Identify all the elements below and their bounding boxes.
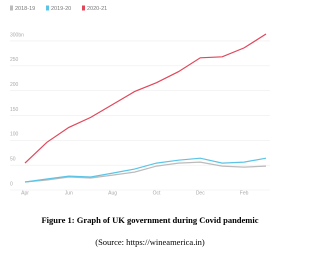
y-tick-label: 150 xyxy=(10,107,19,113)
series-line xyxy=(24,33,267,164)
series-line xyxy=(24,157,267,183)
legend-swatch xyxy=(82,5,85,11)
legend-label: 2019-20 xyxy=(51,6,71,12)
y-tick-label: 50 xyxy=(10,156,16,162)
x-tick-label: Aug xyxy=(108,190,117,196)
source: (Source: https://wineamerica.in) xyxy=(95,237,205,247)
legend-label: 2018-19 xyxy=(15,6,35,12)
x-tick-label: Apr xyxy=(21,190,29,196)
x-tick-label: Dec xyxy=(196,190,205,196)
y-tick-label: 200 xyxy=(10,82,19,88)
y-tick-label: 250 xyxy=(10,57,19,63)
y-tick-label: 0 xyxy=(10,181,13,187)
y-tick-label: 100 xyxy=(10,132,19,138)
legend-label: 2020-21 xyxy=(87,6,107,12)
x-tick-label: Jun xyxy=(65,190,73,196)
legend-swatch xyxy=(46,5,49,11)
legend-swatch xyxy=(10,5,13,11)
x-tick-label: Oct xyxy=(153,190,161,196)
y-tick-label: 300bn xyxy=(10,32,24,38)
chart: Figure 1: Graph of UK government during … xyxy=(10,5,270,247)
caption: Figure 1: Graph of UK government during … xyxy=(41,215,258,225)
x-tick-label: Feb xyxy=(240,190,249,196)
series-line xyxy=(24,161,267,183)
